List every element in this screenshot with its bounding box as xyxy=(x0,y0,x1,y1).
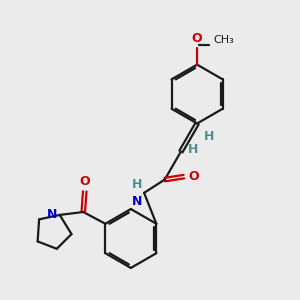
Text: N: N xyxy=(46,208,57,221)
Text: O: O xyxy=(192,32,203,45)
Text: O: O xyxy=(80,175,90,188)
Text: H: H xyxy=(204,130,214,143)
Text: O: O xyxy=(188,170,199,183)
Text: H: H xyxy=(188,143,198,156)
Text: H: H xyxy=(132,178,142,191)
Text: N: N xyxy=(132,195,142,208)
Text: CH₃: CH₃ xyxy=(213,35,234,45)
